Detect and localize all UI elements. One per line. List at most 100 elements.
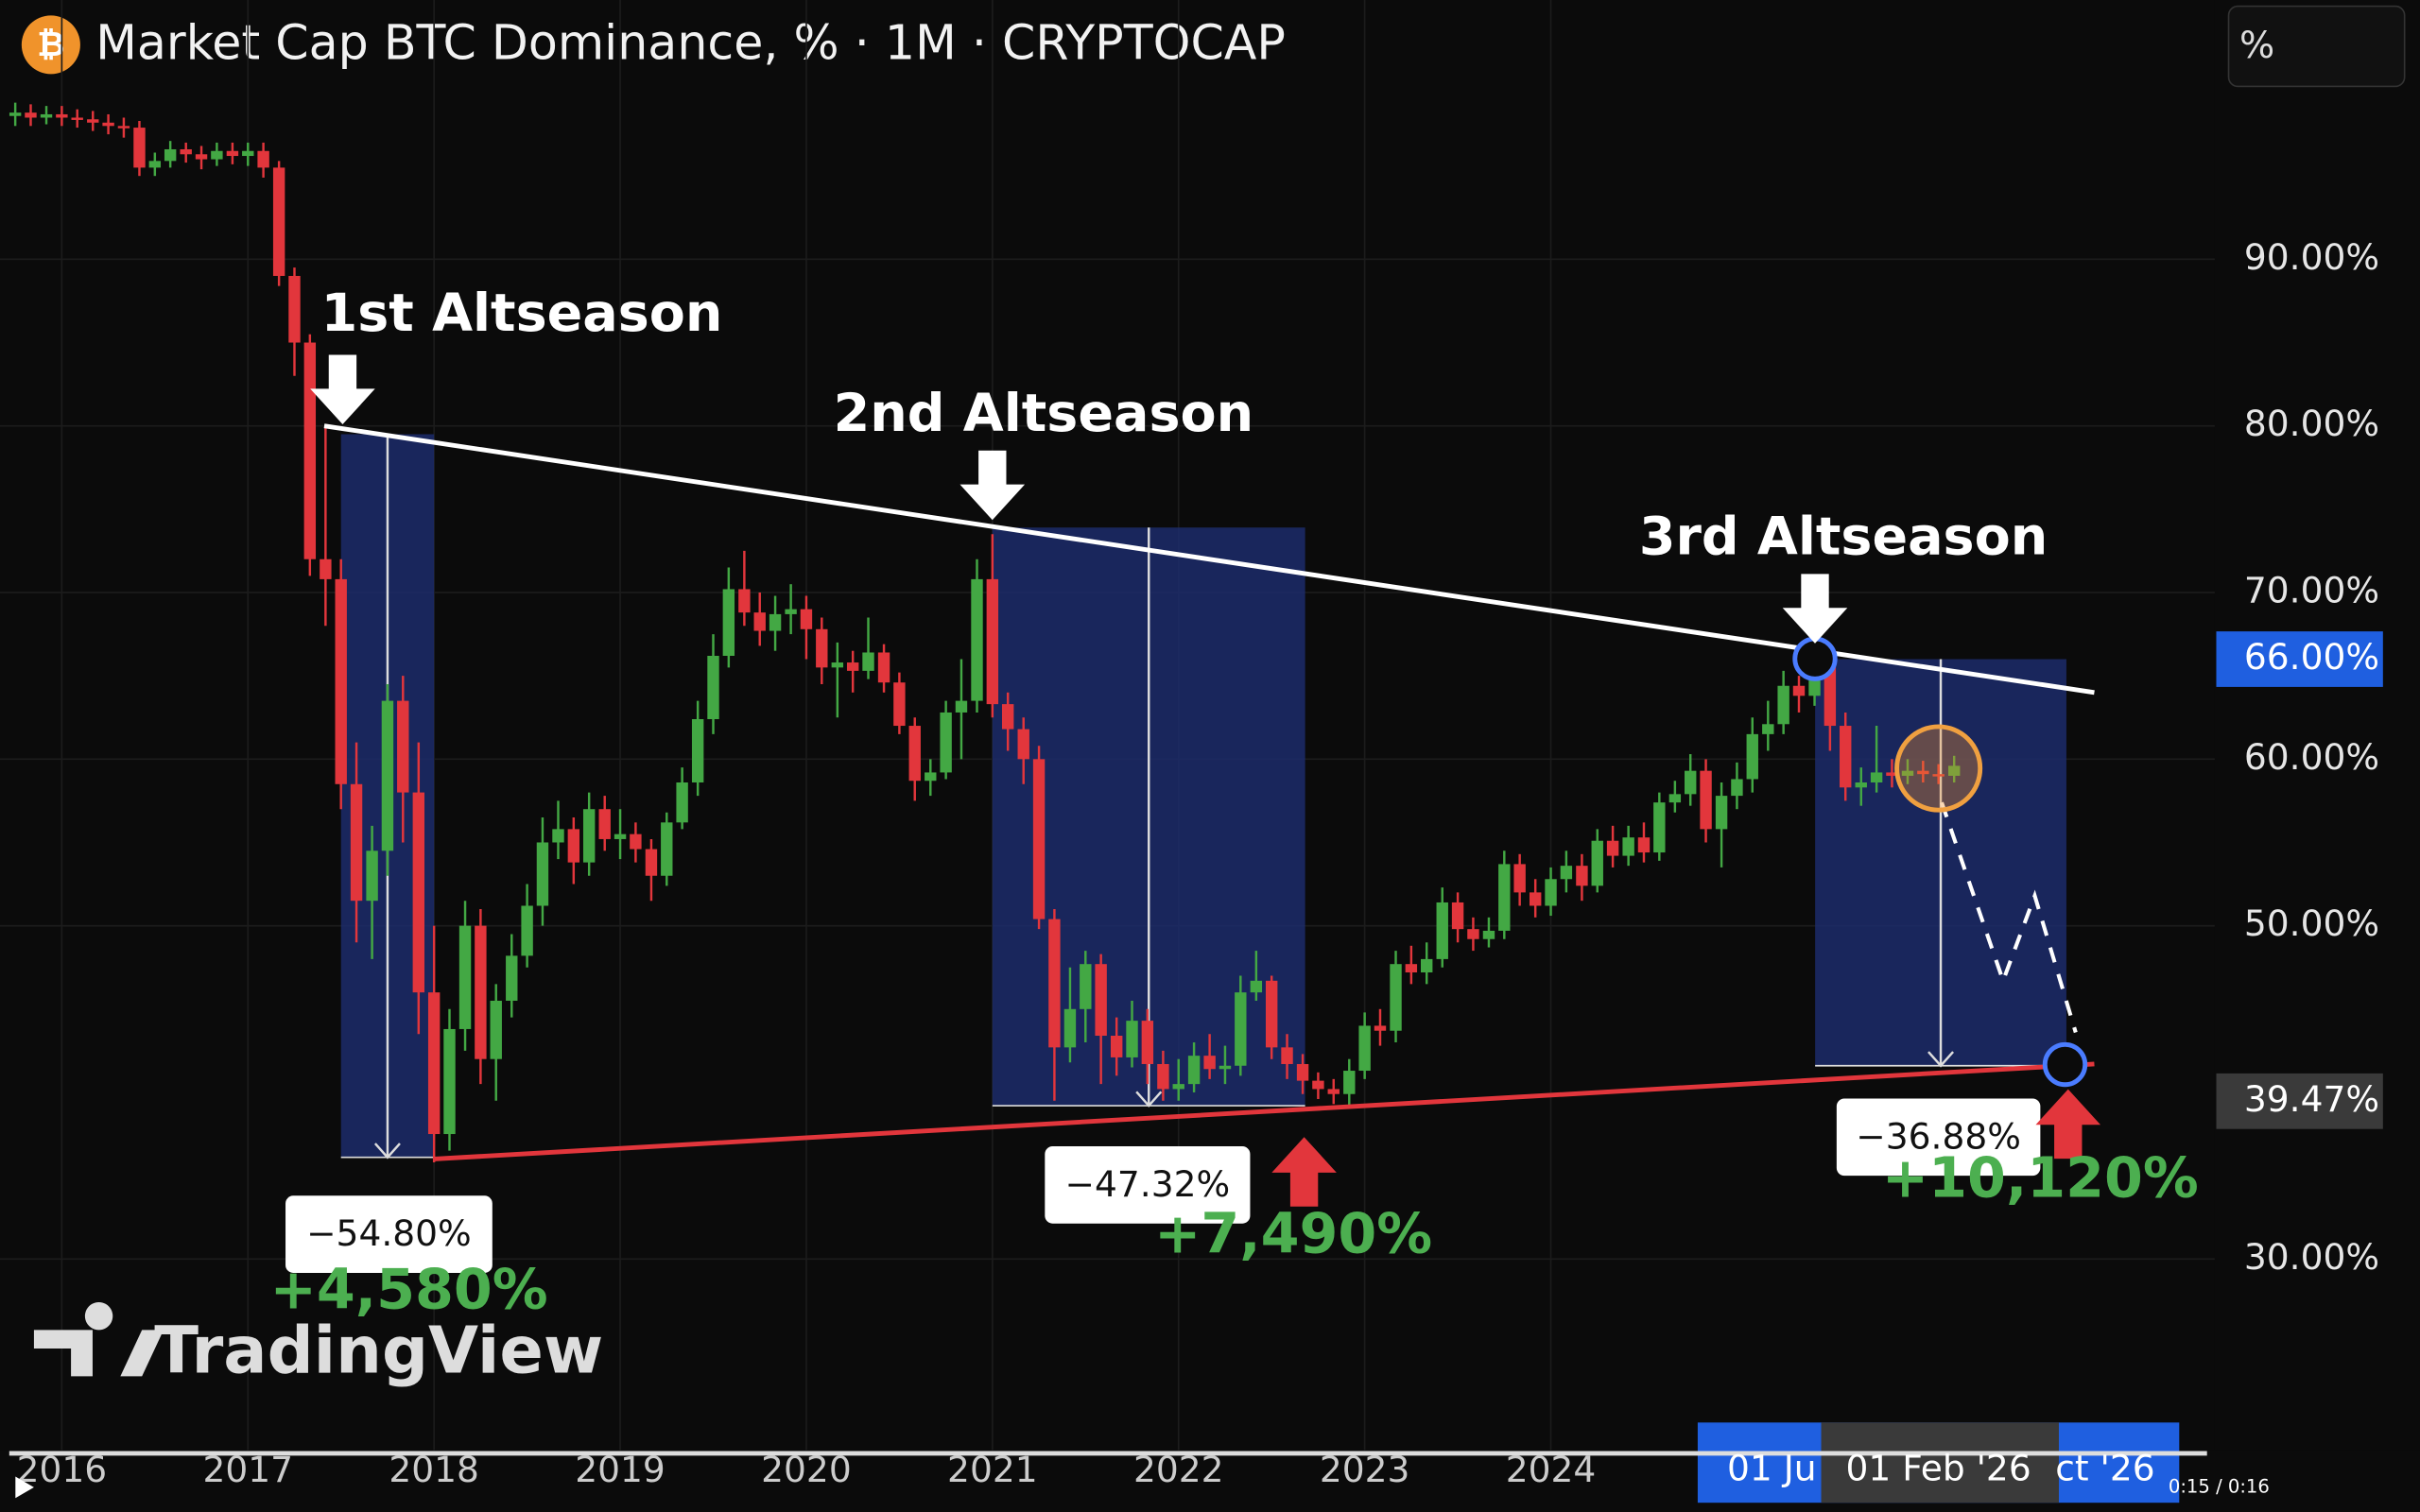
- candle-body: [1637, 837, 1651, 853]
- crosshair-label: 01 Feb '26: [1845, 1447, 2031, 1488]
- down-arrow: [1782, 574, 1848, 644]
- projection: [1940, 801, 2078, 1034]
- x-tick-label: 2024: [1506, 1449, 1597, 1490]
- touch-circle: [2042, 1041, 2088, 1088]
- candle-body: [117, 126, 130, 129]
- candle-body: [211, 150, 223, 160]
- candle-body: [661, 822, 673, 876]
- candle-body: [707, 655, 719, 719]
- candle-body: [1576, 866, 1588, 886]
- play-button[interactable]: [15, 1476, 34, 1499]
- scale-button-label[interactable]: %: [2239, 25, 2274, 67]
- highlight-circle: [1894, 724, 1983, 813]
- price-axis-panel: [2214, 0, 2420, 1451]
- x-tick-label: 2016: [17, 1449, 108, 1490]
- candle-body: [769, 613, 782, 631]
- candle-body: [893, 682, 906, 727]
- candle-body: [475, 925, 487, 1059]
- candle-body: [1080, 964, 1092, 1009]
- candle-body: [1126, 1021, 1138, 1057]
- drop-label-box: [1045, 1146, 1251, 1224]
- candle-body: [412, 792, 425, 993]
- candle-body: [148, 161, 162, 168]
- drop-label-box: [1836, 1098, 2041, 1177]
- candle-body: [226, 150, 239, 157]
- candle-body: [552, 829, 564, 843]
- candle-body: [1870, 772, 1883, 783]
- candle-body: [1482, 930, 1495, 939]
- trendline: [434, 1061, 2095, 1161]
- candle-body: [1235, 992, 1247, 1066]
- x-tick-label: 2022: [1133, 1449, 1224, 1490]
- candle-body: [288, 275, 301, 343]
- y-tick-label: 30.00%: [2244, 1236, 2379, 1278]
- candle-body: [940, 712, 952, 773]
- candle-body: [1513, 864, 1526, 893]
- candle-body: [1110, 1036, 1123, 1057]
- crosshair-label: ct '26: [2055, 1447, 2154, 1488]
- candle-body: [427, 992, 441, 1135]
- candle-body: [87, 119, 99, 123]
- y-tick-label: 50.00%: [2244, 902, 2379, 944]
- candle-body: [320, 558, 332, 579]
- candle-body: [738, 589, 751, 613]
- candle-body: [521, 905, 533, 956]
- candle-body: [1063, 1008, 1077, 1048]
- down-arrow: [959, 450, 1026, 521]
- y-tick-label: 90.00%: [2244, 236, 2379, 278]
- x-tick-label: 2021: [947, 1449, 1038, 1490]
- annotation: 2nd Altseason: [834, 383, 1253, 444]
- candle-body: [1855, 782, 1867, 788]
- candle-body: [1017, 729, 1029, 760]
- candle-body: [272, 167, 285, 276]
- annotation: 3rd Altseason: [1639, 507, 2048, 568]
- candle-body: [1715, 796, 1728, 830]
- candle-body: [1312, 1080, 1324, 1090]
- candle-body: [1467, 929, 1479, 939]
- candle-body: [986, 578, 999, 705]
- x-tick-label: 2017: [202, 1449, 293, 1490]
- candle-body: [257, 150, 269, 168]
- candle-body: [1901, 770, 1914, 776]
- candle-body: [56, 113, 68, 118]
- candle-body: [1001, 704, 1014, 730]
- candle-body: [1886, 772, 1898, 776]
- candle-body: [831, 662, 844, 668]
- candle-body: [1591, 840, 1603, 886]
- bitcoin-symbol: ₿: [37, 26, 64, 64]
- annotation: 1st Altseason: [321, 283, 723, 344]
- candle-body: [164, 148, 177, 162]
- candle-body: [567, 829, 580, 863]
- candle-body: [1731, 779, 1743, 797]
- candle-body: [40, 113, 53, 118]
- candle-body: [1560, 866, 1573, 880]
- candle-body: [1250, 980, 1263, 993]
- candle-body: [753, 612, 766, 631]
- candle-body: [1358, 1025, 1371, 1072]
- watermark-text: TradingView: [154, 1314, 603, 1389]
- candle-body: [598, 809, 611, 839]
- scale-button[interactable]: [2227, 5, 2406, 88]
- down-arrow: [310, 354, 375, 424]
- candle-body: [1668, 794, 1682, 803]
- candle-body: [443, 1028, 456, 1135]
- drop-label: −54.80%: [306, 1212, 472, 1254]
- x-tick-label: 2023: [1320, 1449, 1410, 1490]
- range-arrow-head: [1135, 1091, 1163, 1108]
- candle-body: [722, 589, 735, 656]
- candle-body: [691, 718, 704, 783]
- price-label-bg: [2216, 1073, 2383, 1129]
- candle-body: [862, 652, 874, 671]
- candle-body: [1265, 980, 1278, 1048]
- candle-body: [614, 833, 627, 839]
- candle-body: [1157, 1063, 1169, 1090]
- watermark: TradingView: [33, 1301, 603, 1389]
- candle-body: [1405, 964, 1418, 973]
- candle-body: [458, 925, 472, 1029]
- candle-body: [877, 652, 890, 683]
- candle-body: [350, 783, 363, 902]
- candle-body: [9, 112, 22, 116]
- candle-body: [816, 628, 828, 668]
- candle-body: [1746, 733, 1758, 780]
- candle-body: [303, 342, 317, 559]
